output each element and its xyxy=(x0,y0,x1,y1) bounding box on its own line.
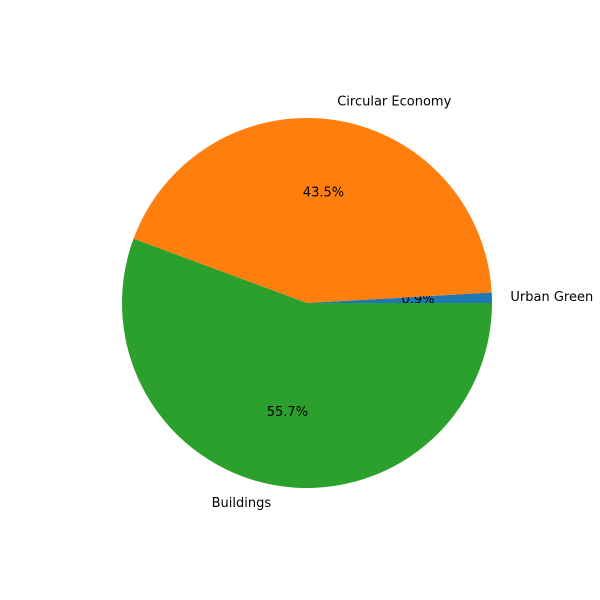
slice-label: Circular Economy xyxy=(337,94,451,109)
slice-percent: 43.5% xyxy=(303,186,344,201)
pie-slice xyxy=(122,238,493,488)
pie-slice xyxy=(307,292,492,303)
pie-slice xyxy=(133,118,492,303)
slice-label: Urban Green xyxy=(510,290,593,305)
slice-label: Buildings xyxy=(212,496,272,511)
slice-percent: 55.7% xyxy=(267,405,308,420)
